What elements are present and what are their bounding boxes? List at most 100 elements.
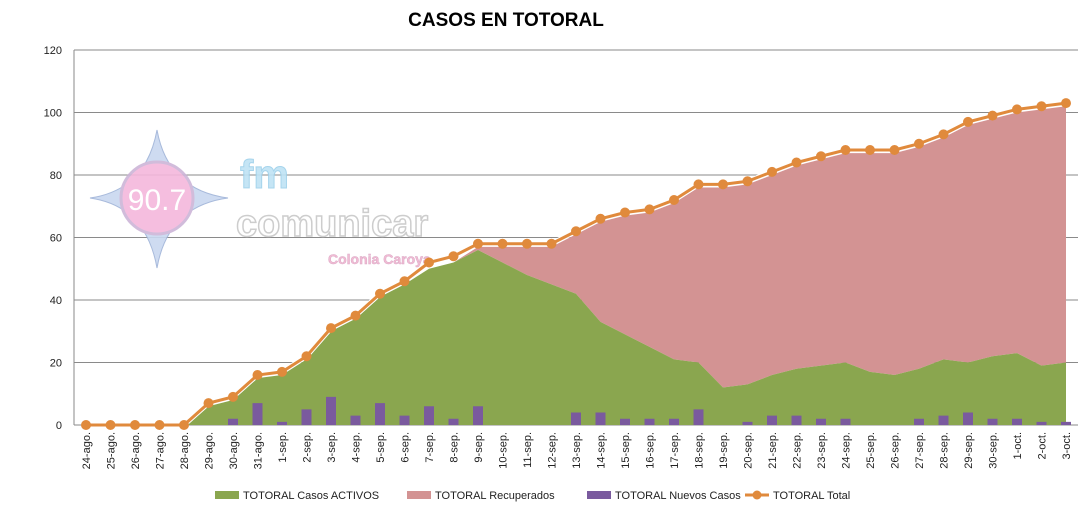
x-tick-label: 17-sep. (669, 432, 681, 469)
x-tick-label: 23-sep. (816, 432, 828, 469)
legend-label: TOTORAL Recuperados (435, 490, 555, 502)
bar-nuevos-casos (1036, 421, 1047, 425)
x-tick-label: 29-ago. (204, 432, 216, 469)
bar-nuevos-casos (448, 418, 459, 425)
x-tick-label: 9-sep. (473, 432, 485, 463)
bar-nuevos-casos (595, 412, 606, 425)
x-tick-label: 26-ago. (130, 432, 142, 469)
x-tick-label: 25-sep. (865, 432, 877, 469)
legend-swatch (587, 491, 611, 499)
bar-nuevos-casos (277, 421, 287, 425)
point-total (816, 151, 826, 162)
point-total (693, 179, 704, 190)
x-tick-label: 19-sep. (718, 432, 730, 469)
chart-title: CASOS EN TOTORAL (408, 10, 604, 31)
area-recuperados (86, 106, 1066, 425)
point-total (424, 257, 434, 268)
logo-location: Colonia Caroya (328, 251, 431, 267)
bar-nuevos-casos (742, 421, 753, 425)
point-total (301, 351, 312, 362)
x-tick-label: 4-sep. (351, 432, 363, 463)
x-tick-label: 28-sep. (939, 432, 951, 469)
x-tick-label: 24-sep. (841, 432, 853, 469)
x-tick-label: 13-sep. (571, 432, 583, 469)
bar-nuevos-casos (914, 418, 924, 425)
x-tick-label: 2-oct. (1037, 432, 1049, 460)
bar-nuevos-casos (840, 418, 851, 425)
point-total (473, 238, 483, 249)
x-tick-label: 14-sep. (596, 432, 608, 469)
legend-swatch (215, 491, 239, 499)
x-tick-label: 26-sep. (890, 432, 902, 469)
legend-marker-total (752, 490, 762, 500)
x-tick-label: 25-ago. (106, 432, 118, 469)
point-total (130, 420, 140, 430)
logo-frequency: 90.7 (128, 184, 186, 217)
point-total (914, 138, 924, 149)
point-total (1036, 101, 1047, 112)
y-tick-label: 60 (50, 233, 62, 245)
radio-logo-watermark: 90.7 fm comunicar Colonia Caroya (89, 129, 431, 269)
point-total (742, 176, 753, 187)
point-total (252, 370, 263, 380)
x-tick-label: 6-sep. (400, 432, 412, 463)
x-tick-label: 18-sep. (694, 432, 706, 469)
point-total (620, 207, 630, 218)
x-tick-label: 22-sep. (792, 432, 804, 469)
logo-brand-top: fm (240, 153, 289, 197)
y-tick-label: 120 (44, 45, 62, 57)
point-total (1061, 98, 1071, 109)
y-tick-label: 80 (50, 170, 62, 182)
x-tick-label: 11-sep. (522, 432, 534, 468)
x-tick-label: 7-sep. (424, 432, 436, 463)
bar-nuevos-casos (1012, 418, 1022, 425)
point-total (448, 251, 459, 262)
point-total (399, 276, 410, 287)
bar-nuevos-casos (473, 406, 483, 425)
x-tick-label: 1-sep. (277, 432, 289, 463)
x-tick-label: 3-oct. (1061, 432, 1073, 460)
point-total (522, 238, 532, 249)
point-total (669, 195, 679, 205)
bar-nuevos-casos (571, 412, 581, 425)
x-tick-label: 30-ago. (228, 432, 240, 469)
bar-nuevos-casos (938, 415, 949, 425)
point-total (277, 366, 287, 377)
x-tick-label: 16-sep. (645, 432, 657, 469)
bar-nuevos-casos (350, 415, 361, 425)
bar-nuevos-casos (791, 415, 802, 425)
legend-swatch (407, 491, 431, 499)
legend-label: TOTORAL Casos ACTIVOS (243, 490, 379, 502)
point-total (326, 323, 336, 334)
bar-nuevos-casos (228, 418, 238, 425)
point-total (644, 204, 655, 215)
point-total (105, 420, 116, 430)
x-tick-label: 8-sep. (449, 432, 461, 463)
x-tick-label: 20-sep. (743, 432, 755, 469)
point-total (595, 213, 606, 224)
point-total (81, 420, 91, 430)
point-total (791, 157, 802, 168)
point-total (767, 166, 777, 177)
bar-nuevos-casos (669, 418, 679, 425)
x-tick-label: 5-sep. (375, 432, 387, 463)
y-tick-label: 40 (50, 295, 62, 307)
x-tick-label: 30-sep. (988, 432, 1000, 469)
x-tick-label: 24-ago. (81, 432, 93, 469)
point-total (375, 288, 385, 299)
point-total (718, 179, 728, 190)
logo-brand: comunicar (236, 203, 428, 245)
point-total (497, 238, 508, 249)
point-total (840, 145, 851, 155)
x-tick-label: 28-ago. (179, 432, 191, 469)
point-total (228, 391, 238, 402)
x-tick-label: 27-ago. (155, 432, 167, 469)
x-tick-label: 2-sep. (302, 432, 314, 463)
point-total (571, 226, 581, 237)
x-tick-label: 10-sep. (498, 432, 510, 469)
x-tick-label: 29-sep. (963, 432, 975, 469)
bar-nuevos-casos (644, 418, 655, 425)
bar-nuevos-casos (1061, 421, 1071, 425)
bar-nuevos-casos (424, 406, 434, 425)
